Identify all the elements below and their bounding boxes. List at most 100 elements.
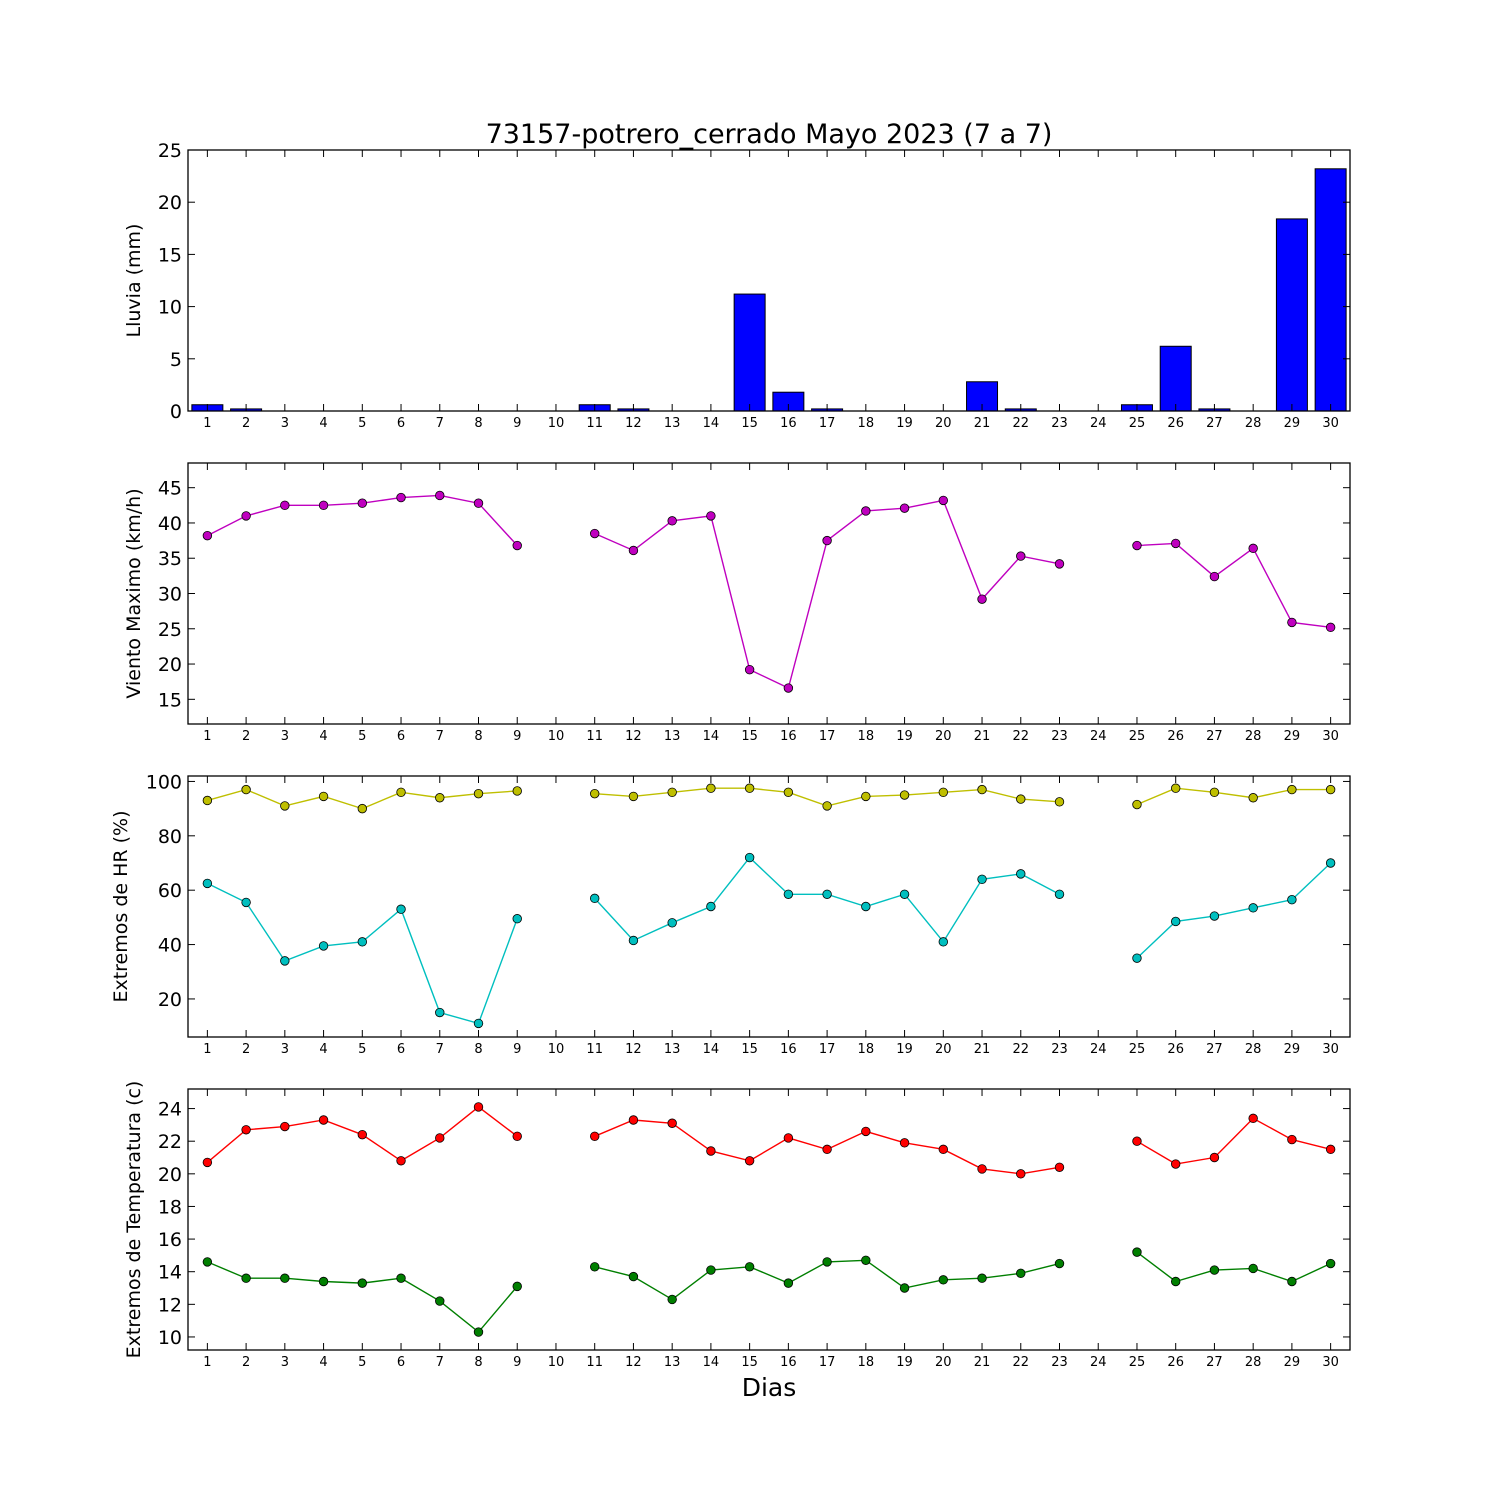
point-series-2-day-11 xyxy=(590,1262,600,1272)
x-tick-label: 12 xyxy=(625,416,642,431)
x-tick-label: 3 xyxy=(281,416,289,431)
x-tick-label: 27 xyxy=(1206,416,1223,431)
x-tick-label: 12 xyxy=(625,1355,642,1370)
x-tick-label: 30 xyxy=(1322,1042,1339,1057)
x-tick-label: 19 xyxy=(896,1355,913,1370)
x-tick-label: 4 xyxy=(319,1042,327,1057)
point-series-1-day-21 xyxy=(977,1164,987,1174)
point-series-2-day-20 xyxy=(938,1275,949,1285)
x-tick-label: 13 xyxy=(664,729,681,744)
point-series-2-day-1 xyxy=(202,1257,213,1267)
point-series-1-day-30 xyxy=(1325,784,1336,795)
x-tick-label: 11 xyxy=(586,1042,603,1057)
x-tick-label: 26 xyxy=(1167,416,1184,431)
point-series-1-day-5 xyxy=(357,803,368,814)
y-tick-label: 60 xyxy=(158,880,182,902)
point-series-2-day-12 xyxy=(628,1271,639,1282)
point-series-1-day-26 xyxy=(1170,783,1181,793)
x-tick-label: 17 xyxy=(819,1355,836,1370)
point-series-2-day-26 xyxy=(1170,1276,1181,1287)
point-series-1-day-11 xyxy=(590,1131,600,1142)
x-tick-label: 23 xyxy=(1051,1042,1068,1057)
point-series-1-day-19 xyxy=(899,790,910,800)
point-series-2-day-23 xyxy=(1054,889,1065,899)
x-tick-label: 22 xyxy=(1012,1042,1029,1057)
point-series-1-day-2 xyxy=(241,511,251,521)
point-series-2-day-25 xyxy=(1132,953,1142,963)
point-series-1-day-23 xyxy=(1054,559,1065,569)
point-series-2-day-18 xyxy=(861,1255,871,1265)
x-tick-label: 15 xyxy=(741,729,758,744)
x-tick-label: 9 xyxy=(513,1355,521,1370)
point-series-1-day-2 xyxy=(241,1125,251,1135)
x-tick-label: 28 xyxy=(1245,1355,1262,1370)
x-tick-label: 29 xyxy=(1284,1042,1301,1057)
y-tick-label: 10 xyxy=(158,297,182,319)
point-series-1-day-23 xyxy=(1054,1162,1065,1173)
point-series-1-day-11 xyxy=(590,788,600,799)
x-tick-label: 1 xyxy=(203,1355,211,1370)
y-tick-label: 20 xyxy=(158,192,182,214)
point-series-2-day-26 xyxy=(1170,916,1181,927)
point-series-1-day-18 xyxy=(861,1126,871,1137)
point-series-1-day-5 xyxy=(357,498,368,508)
point-series-1-day-7 xyxy=(435,490,445,501)
point-series-1-day-21 xyxy=(977,594,987,604)
x-tick-label: 24 xyxy=(1090,1042,1107,1057)
point-series-1-day-13 xyxy=(667,516,677,526)
plot-frame xyxy=(187,149,1351,412)
x-tick-label: 21 xyxy=(974,416,991,431)
x-tick-label: 5 xyxy=(358,1355,366,1370)
x-tick-label: 14 xyxy=(703,1042,720,1057)
y-tick-label: 15 xyxy=(158,244,182,266)
x-tick-label: 28 xyxy=(1245,416,1262,431)
point-series-2-day-23 xyxy=(1054,1258,1065,1269)
point-series-1-day-18 xyxy=(861,791,871,802)
x-tick-label: 30 xyxy=(1322,416,1339,431)
x-tick-label: 22 xyxy=(1012,1355,1029,1370)
y-tick-label: 20 xyxy=(158,654,182,676)
point-series-2-day-5 xyxy=(357,937,368,947)
point-series-1-day-17 xyxy=(822,1144,832,1155)
x-tick-label: 28 xyxy=(1245,1042,1262,1057)
point-series-2-day-28 xyxy=(1248,903,1258,913)
point-series-2-day-7 xyxy=(435,1296,445,1306)
point-series-1-day-1 xyxy=(202,795,213,806)
point-series-1-day-1 xyxy=(202,1157,213,1168)
point-series-1-day-4 xyxy=(318,1115,329,1125)
point-series-1-day-28 xyxy=(1248,793,1258,803)
point-series-1-day-3 xyxy=(280,500,290,511)
x-tick-label: 14 xyxy=(703,729,720,744)
y-tick-label: 40 xyxy=(158,935,182,957)
x-tick-label: 14 xyxy=(703,416,720,431)
y-tick-label: 5 xyxy=(170,349,182,371)
point-series-1-day-6 xyxy=(396,787,406,798)
point-series-1-day-5 xyxy=(357,1129,368,1140)
x-tick-label: 2 xyxy=(242,1355,250,1370)
x-tick-label: 26 xyxy=(1167,729,1184,744)
y-axis-label: Extremos de Temperatura (c) xyxy=(123,1081,145,1359)
x-tick-label: 27 xyxy=(1206,1042,1223,1057)
x-tick-label: 1 xyxy=(203,729,211,744)
x-tick-label: 20 xyxy=(935,1355,952,1370)
y-tick-label: 18 xyxy=(158,1196,182,1218)
x-tick-label: 2 xyxy=(242,416,250,431)
point-series-1-day-29 xyxy=(1287,617,1297,628)
point-series-1-day-16 xyxy=(783,787,794,798)
x-tick-label: 18 xyxy=(858,1355,875,1370)
x-tick-label: 25 xyxy=(1129,729,1146,744)
x-tick-label: 17 xyxy=(819,416,836,431)
point-series-1-day-27 xyxy=(1209,787,1220,798)
y-tick-label: 20 xyxy=(158,989,182,1011)
x-tick-label: 16 xyxy=(780,729,797,744)
point-series-1-day-29 xyxy=(1287,1134,1297,1145)
x-tick-label: 8 xyxy=(474,1355,482,1370)
point-series-2-day-15 xyxy=(744,1262,755,1272)
x-tick-label: 9 xyxy=(513,729,521,744)
x-tick-label: 23 xyxy=(1051,729,1068,744)
point-series-1-day-26 xyxy=(1170,1159,1181,1169)
point-series-1-day-8 xyxy=(473,498,484,508)
